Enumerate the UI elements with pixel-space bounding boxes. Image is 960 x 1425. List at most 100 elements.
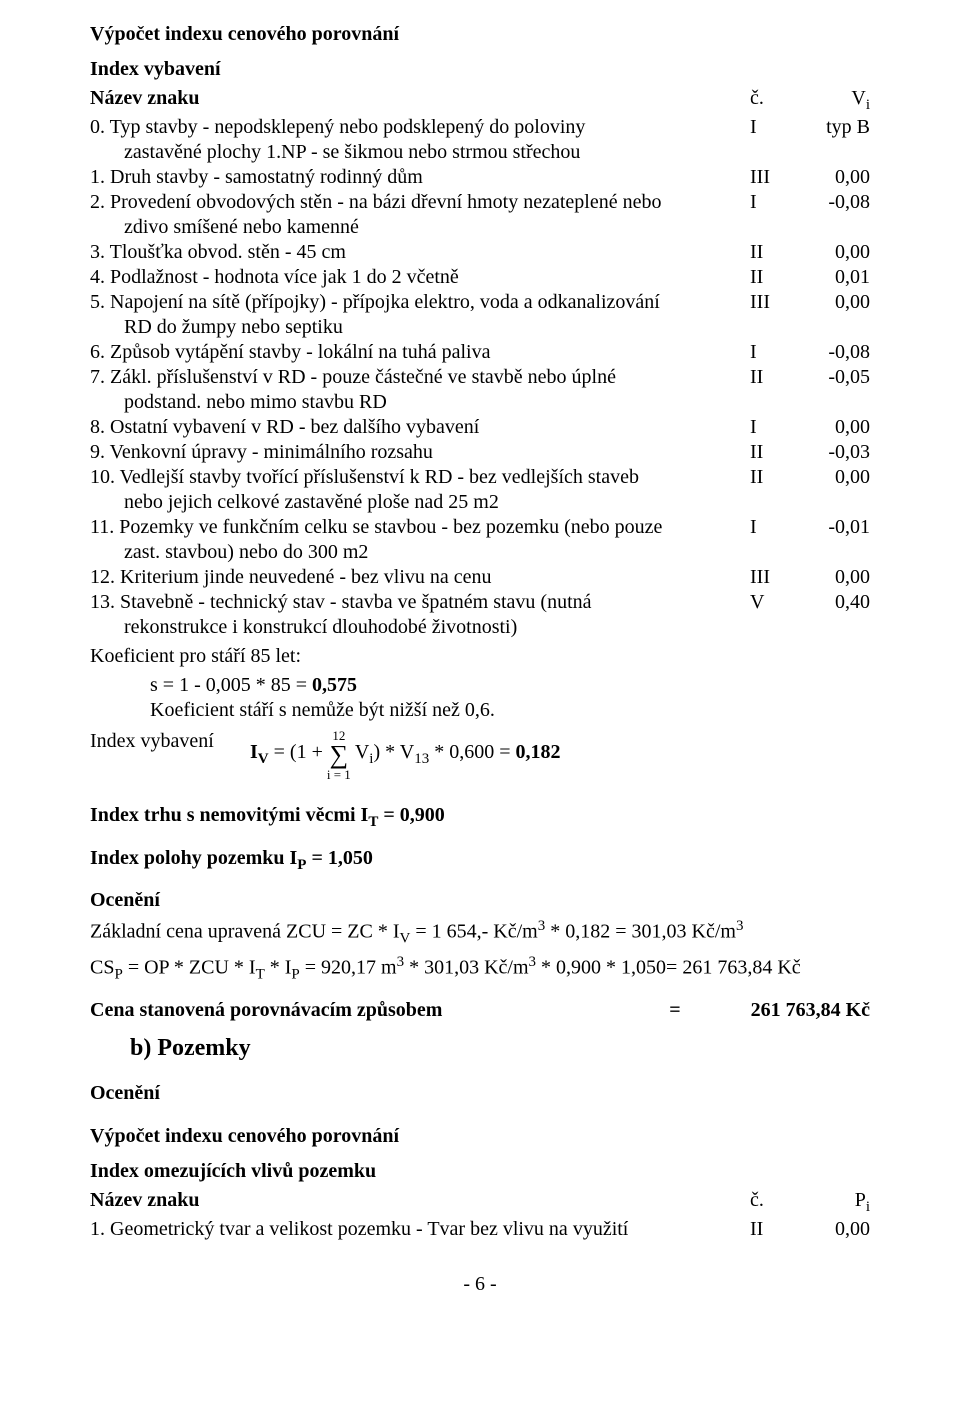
table-row: 5. Napojení na sítě (přípojky) - přípojk… [90,290,870,315]
result-eq: = [650,998,700,1023]
item-class: I [744,115,800,140]
item-text: 6. Způsob vytápění stavby - lokální na t… [90,340,744,365]
it-line: Index trhu s nemovitými věcmi IT = 0,900 [90,803,870,832]
item-value: 0,40 [800,590,870,615]
item-value: 0,00 [800,290,870,315]
items-list-2: 1. Geometrický tvar a velikost pozemku -… [90,1217,870,1242]
header-name: Název znaku [90,86,744,111]
result-row: Cena stanovená porovnávacím způsobem = 2… [90,998,870,1023]
item-text-cont: podstand. nebo mimo stavbu RD [90,390,744,415]
table-header-2: Název znaku č. Pi [90,1188,870,1217]
item-class: I [744,415,800,440]
item-value: 0,00 [800,240,870,265]
item-text-cont: zastavěné plochy 1.NP - se šikmou nebo s… [90,140,744,165]
item-text: 12. Kriterium jinde neuvedené - bez vliv… [90,565,744,590]
table-row: 2. Provedení obvodových stěn - na bázi d… [90,190,870,215]
item-value: 0,01 [800,265,870,290]
item-class: II [744,240,800,265]
item-value: 0,00 [800,1217,870,1242]
header2-col-v: Pi [800,1188,870,1217]
header-col-c: č. [744,86,800,111]
item-value: 0,00 [800,165,870,190]
item-text: 9. Venkovní úpravy - minimálního rozsahu [90,440,744,465]
table-row-cont: zast. stavbou) nebo do 300 m2 [90,540,870,565]
ip-line: Index polohy pozemku IP = 1,050 [90,846,870,875]
result-label: Cena stanovená porovnávacím způsobem [90,998,650,1023]
item-value: 0,00 [800,465,870,490]
item-class: II [744,465,800,490]
oceneni-heading-1: Ocenění [90,888,870,913]
item-text: 8. Ostatní vybavení v RD - bez dalšího v… [90,415,744,440]
item-class: III [744,290,800,315]
item-class: I [744,340,800,365]
item-text: 13. Stavebně - technický stav - stavba v… [90,590,744,615]
oceneni-heading-2: Ocenění [90,1081,870,1106]
oceneni-lines: Základní cena upravená ZCU = ZC * IV = 1… [90,917,870,984]
table-row: 13. Stavebně - technický stav - stavba v… [90,590,870,615]
table-row: 1. Druh stavby - samostatný rodinný důmI… [90,165,870,190]
table-header: Název znaku č. Vi [90,86,870,115]
table-row: 8. Ostatní vybavení v RD - bez dalšího v… [90,415,870,440]
item-class: III [744,565,800,590]
iv-post: Vi) * V13 * 0,600 = 0,182 [355,740,561,769]
table-row: 12. Kriterium jinde neuvedené - bez vliv… [90,565,870,590]
table-row-cont: nebo jejich celkové zastavěné ploše nad … [90,490,870,515]
iv-label: Index vybavení [90,729,250,754]
oceneni-line: Základní cena upravená ZCU = ZC * IV = 1… [90,917,870,948]
item-value: -0,03 [800,440,870,465]
table-row: 6. Způsob vytápění stavby - lokální na t… [90,340,870,365]
coef-min: Koeficient stáří s nemůže být nižší než … [90,698,870,723]
table-row: 10. Vedlejší stavby tvořící příslušenstv… [90,465,870,490]
coef-age-label: Koeficient pro stáří 85 let: [90,644,870,669]
item-value: 0,00 [800,565,870,590]
item-text: 1. Druh stavby - samostatný rodinný dům [90,165,744,190]
table-row-cont: RD do žumpy nebo septiku [90,315,870,340]
table-row: 11. Pozemky ve funkčním celku se stavbou… [90,515,870,540]
table-row: 9. Venkovní úpravy - minimálního rozsahu… [90,440,870,465]
table-row: 3. Tloušťka obvod. stěn - 45 cmII0,00 [90,240,870,265]
coef-age-formula: s = 1 - 0,005 * 85 = 0,575 [90,673,870,698]
table-row: 7. Zákl. příslušenství v RD - pouze část… [90,365,870,390]
table-row-cont: zdivo smíšené nebo kamenné [90,215,870,240]
table-row: 1. Geometrický tvar a velikost pozemku -… [90,1217,870,1242]
item-text: 10. Vedlejší stavby tvořící příslušenstv… [90,465,744,490]
index-vybaveni-heading: Index vybavení [90,57,870,82]
oceneni-line: CSP = OP * ZCU * IT * IP = 920,17 m3 * 3… [90,953,870,984]
page-title-2: Výpočet indexu cenového porovnání [90,1124,870,1149]
page-title: Výpočet indexu cenového porovnání [90,22,870,47]
item-class: II [744,1217,800,1242]
table-row: 4. Podlažnost - hodnota více jak 1 do 2 … [90,265,870,290]
item-text-cont: zast. stavbou) nebo do 300 m2 [90,540,744,565]
item-class: III [744,165,800,190]
iv-pre: IV = (1 + [250,740,323,769]
table-row-cont: rekonstrukce i konstrukcí dlouhodobé živ… [90,615,870,640]
header2-col-c: č. [744,1188,800,1213]
sigma-icon: 12 ∑ i = 1 [327,729,351,781]
items-list: 0. Typ stavby - nepodsklepený nebo podsk… [90,115,870,640]
item-text: 4. Podlažnost - hodnota více jak 1 do 2 … [90,265,744,290]
pozemky-heading: b) Pozemky [90,1033,870,1063]
item-class: I [744,515,800,540]
item-class: I [744,190,800,215]
item-value: 0,00 [800,415,870,440]
item-class: II [744,265,800,290]
item-class: II [744,440,800,465]
result-value: 261 763,84 Kč [700,998,870,1023]
item-text: 11. Pozemky ve funkčním celku se stavbou… [90,515,744,540]
item-text-cont: RD do žumpy nebo septiku [90,315,744,340]
item-value: -0,08 [800,190,870,215]
table-row-cont: zastavěné plochy 1.NP - se šikmou nebo s… [90,140,870,165]
item-text: 1. Geometrický tvar a velikost pozemku -… [90,1217,744,1242]
table-row-cont: podstand. nebo mimo stavbu RD [90,390,870,415]
header2-name: Název znaku [90,1188,744,1213]
table-row: 0. Typ stavby - nepodsklepený nebo podsk… [90,115,870,140]
item-value: -0,08 [800,340,870,365]
item-text-cont: nebo jejich celkové zastavěné ploše nad … [90,490,744,515]
iv-formula: Index vybavení IV = (1 + 12 ∑ i = 1 Vi) … [90,729,870,781]
header-col-v: Vi [800,86,870,115]
item-value: typ B [800,115,870,140]
item-text-cont: rekonstrukce i konstrukcí dlouhodobé živ… [90,615,744,640]
page-number: - 6 - [90,1272,870,1297]
index-omez-heading: Index omezujících vlivů pozemku [90,1159,870,1184]
item-text: 0. Typ stavby - nepodsklepený nebo podsk… [90,115,744,140]
